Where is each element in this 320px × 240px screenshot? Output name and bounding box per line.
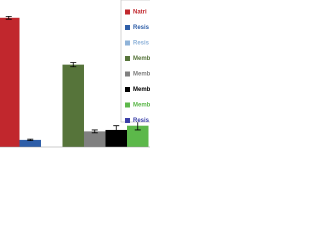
- bar: [84, 131, 106, 147]
- bar: [19, 139, 41, 147]
- legend-marker: [125, 40, 130, 46]
- legend-label: Memb: [133, 72, 150, 78]
- legend-marker: [125, 118, 130, 123]
- legend-marker: [125, 56, 130, 61]
- bar: [0, 17, 20, 148]
- chart: Natri Resis Resis Memb Memb Memb Memb Resis: [0, 0, 150, 148]
- legend-label: Resis: [133, 118, 150, 124]
- legend-marker: [125, 25, 130, 30]
- bar: [105, 129, 127, 147]
- error-bar: [70, 62, 77, 68]
- legend-label: Memb: [133, 87, 150, 93]
- legend-label: Resis: [133, 41, 150, 47]
- legend-marker: [125, 9, 130, 15]
- error-bar: [27, 138, 34, 142]
- legend-marker: [125, 102, 130, 108]
- error-bar: [91, 129, 98, 134]
- legend-label: Memb: [133, 56, 150, 62]
- error-bar: [113, 125, 120, 135]
- error-bar: [5, 15, 12, 20]
- legend-label: Resis: [133, 25, 150, 31]
- bar: [62, 64, 84, 147]
- legend-label: Memb: [133, 103, 150, 109]
- legend-marker: [125, 87, 130, 92]
- bar: [127, 125, 149, 147]
- legend-marker: [125, 71, 130, 77]
- legend-label: Natri: [133, 10, 147, 16]
